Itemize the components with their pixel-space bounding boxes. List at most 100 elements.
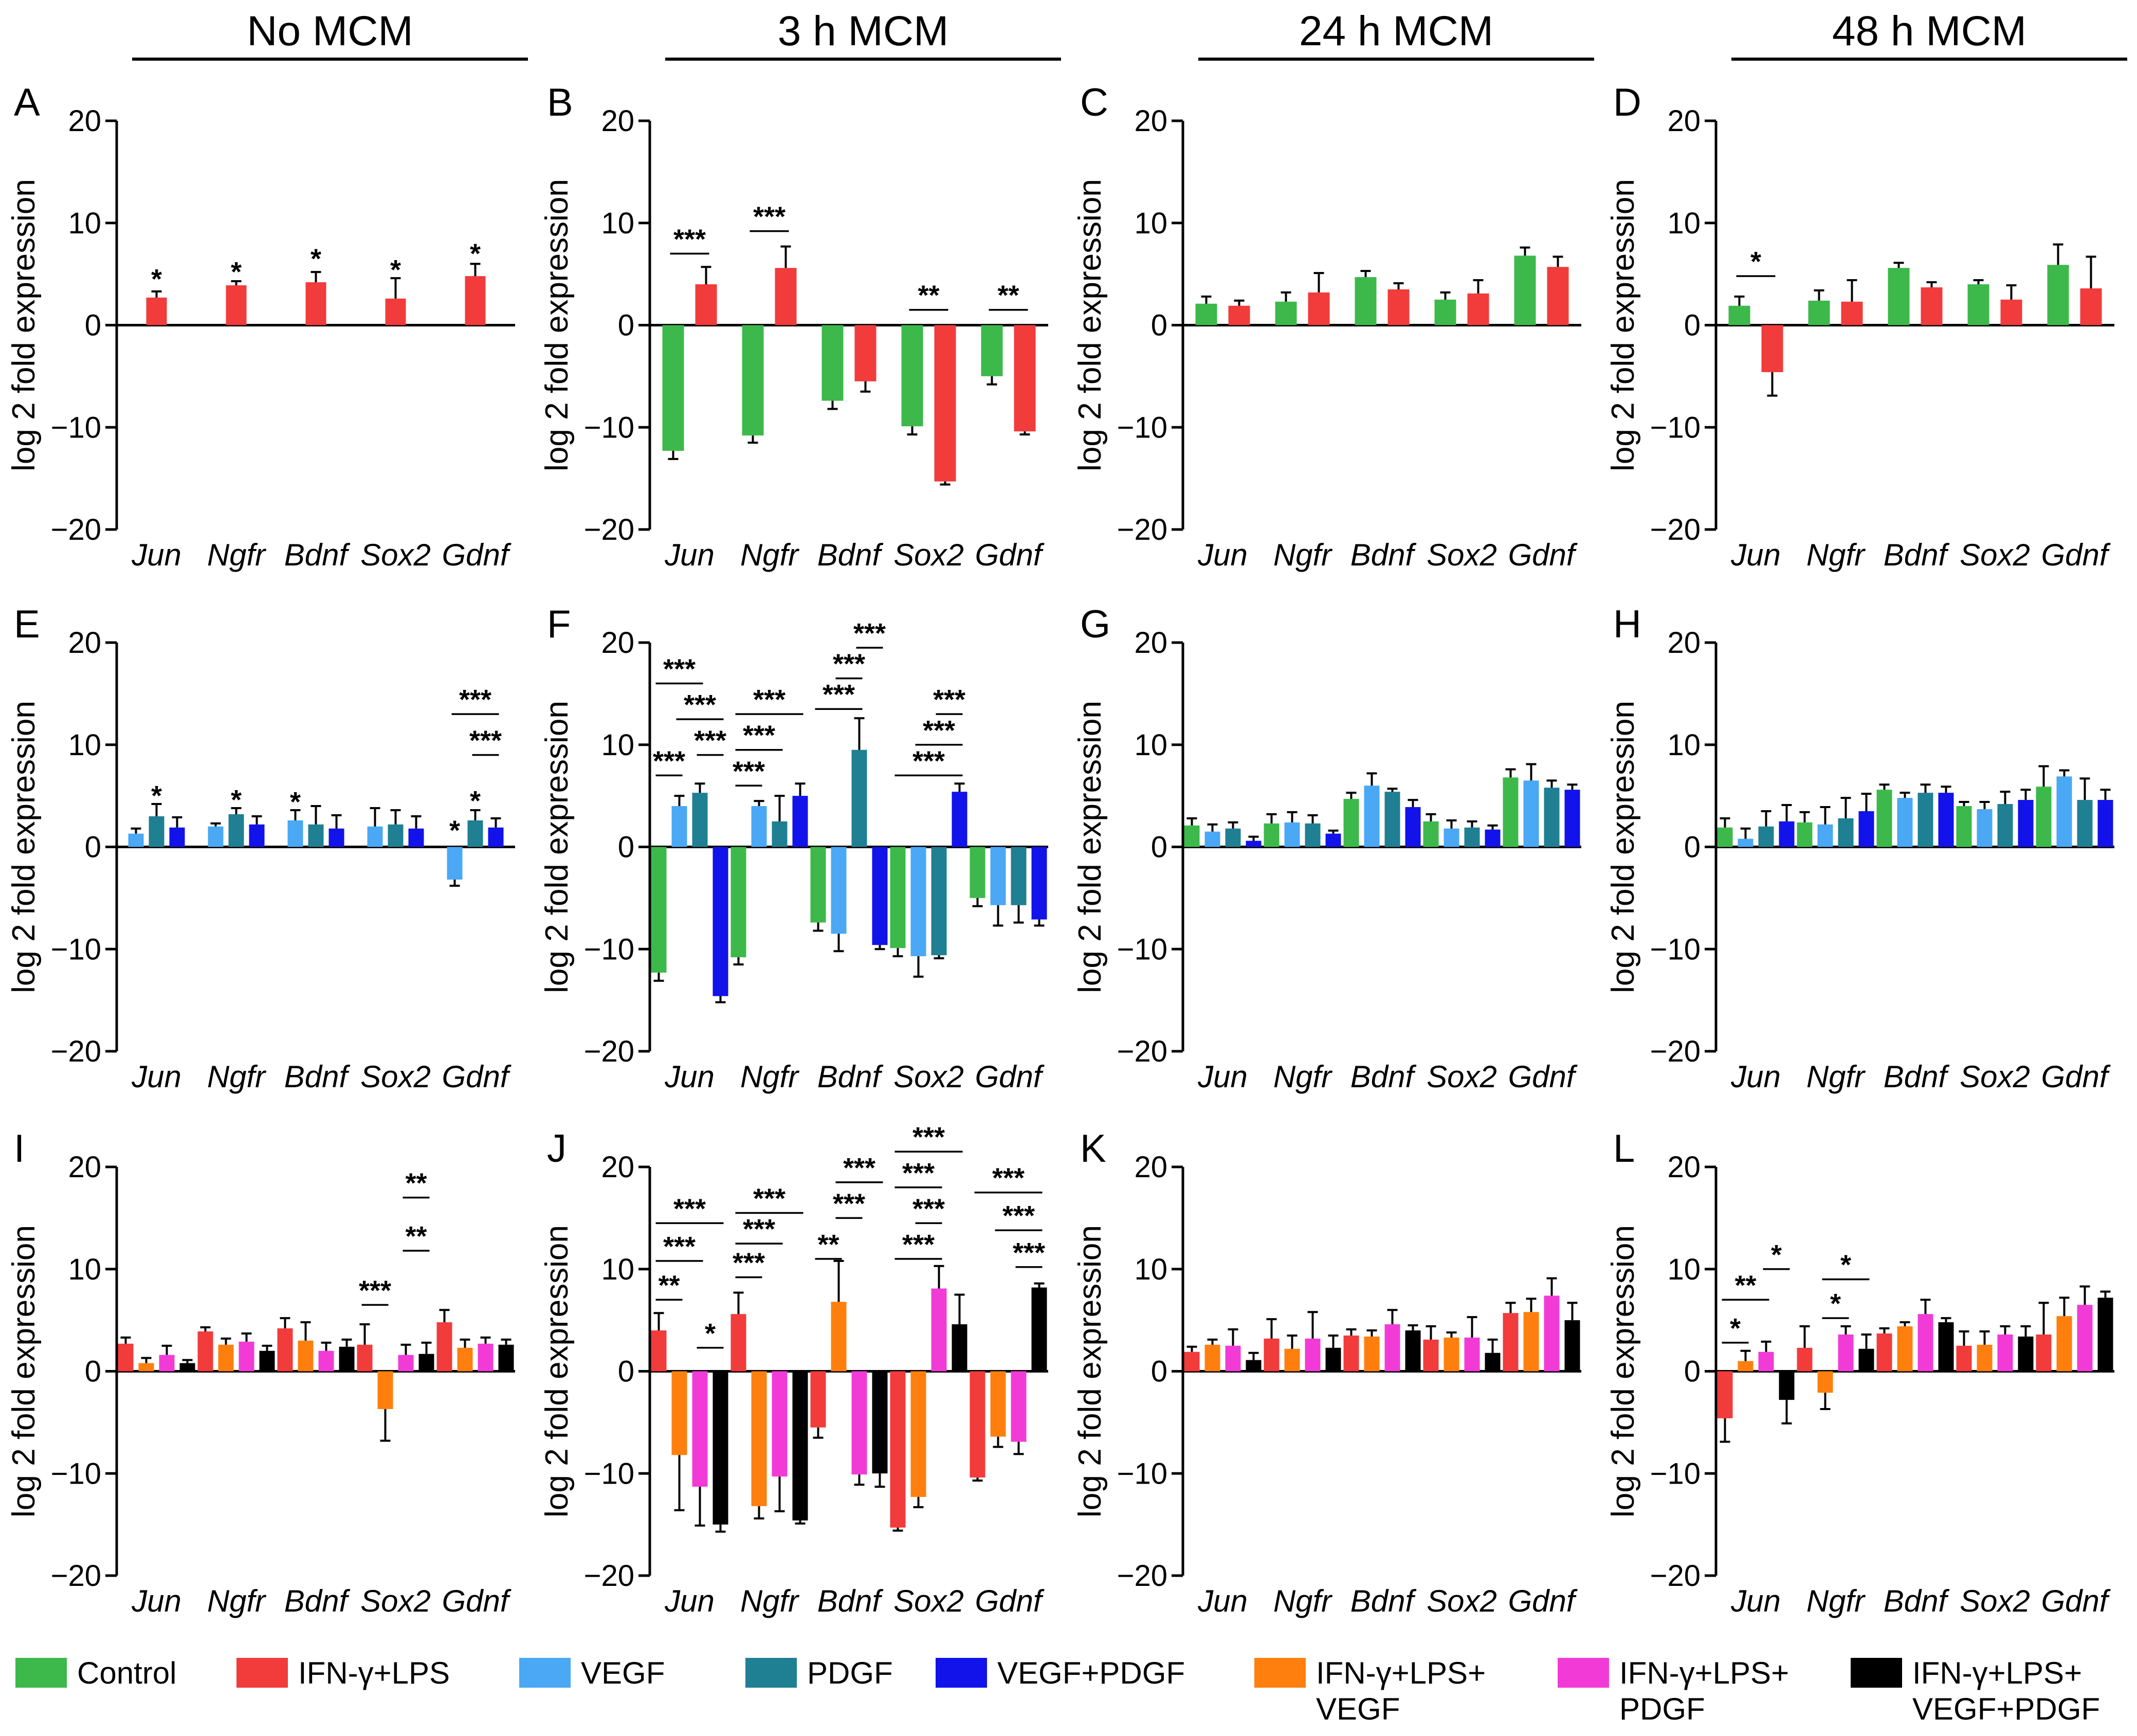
bar-vegf (1284, 822, 1300, 847)
bar-ip (1758, 1351, 1774, 1372)
bar-control (970, 847, 985, 898)
y-tick-label: 20 (68, 1150, 101, 1184)
x-category-label: Gdnf (975, 1059, 1044, 1094)
bar-control (890, 847, 906, 948)
significance-marker: *** (912, 745, 945, 776)
y-tick-label: 20 (601, 626, 634, 660)
y-tick-label: 20 (68, 626, 101, 660)
x-category-label: Sox2 (893, 1059, 964, 1094)
bar-ifn (1423, 1339, 1439, 1372)
legend-label: IFN-γ+LPS (298, 1656, 450, 1690)
y-tick-label: 20 (601, 104, 634, 138)
bar-ifn (854, 325, 876, 381)
x-category-label: Gdnf (442, 538, 511, 572)
significance-marker: * (290, 787, 301, 817)
y-tick-label: 10 (601, 1253, 634, 1286)
bar-iv (990, 1371, 1006, 1437)
bar-ifn (1503, 1313, 1519, 1372)
y-tick-label: 0 (1151, 309, 1167, 342)
bar-vegf (831, 847, 847, 934)
bar-vegf (751, 806, 767, 847)
significance-marker: * (1771, 1239, 1782, 1270)
x-category-label: Sox2 (1960, 538, 2030, 572)
legend-item-vp: VEGF+PDGF (936, 1656, 1185, 1690)
x-category-label: Sox2 (1427, 1584, 1497, 1618)
significance-marker: * (151, 264, 162, 295)
x-category-label: Bdnf (1884, 1059, 1950, 1094)
bar-ip (1997, 1334, 2013, 1372)
bar-control (981, 325, 1003, 376)
significance-marker: *** (853, 618, 886, 649)
y-tick-label: 0 (85, 1355, 101, 1388)
bar-ifn (890, 1371, 906, 1528)
bar-iv (1977, 1344, 1993, 1372)
column-title: 48 h MCM (1832, 8, 2026, 54)
bar-control (1195, 303, 1217, 325)
bar-control (1808, 300, 1830, 325)
y-tick-label: −10 (51, 933, 101, 966)
x-category-label: Jun (664, 1059, 715, 1094)
y-axis-label: log 2 fold expression (539, 1225, 575, 1518)
y-tick-label: −20 (51, 1559, 101, 1593)
bar-iv (1897, 1326, 1913, 1372)
bar-ifn (1184, 1351, 1200, 1372)
y-tick-label: −20 (1117, 1559, 1167, 1593)
significance-marker: *** (733, 756, 765, 787)
significance-marker: * (390, 254, 401, 285)
bar-ip (1544, 1295, 1560, 1372)
bar-ip (1225, 1345, 1241, 1372)
y-axis-label: log 2 fold expression (1072, 1225, 1108, 1518)
panel-letter: C (1080, 81, 1108, 124)
bar-vegf (1523, 780, 1539, 847)
bar-ifn (2000, 299, 2022, 325)
bar-ifn (1308, 292, 1330, 325)
x-category-label: Jun (131, 1059, 181, 1094)
column-title-group: 48 h MCM (1731, 8, 2127, 61)
bar-vegf (1817, 824, 1833, 847)
y-tick-label: 0 (618, 309, 634, 342)
bar-vegf (287, 820, 303, 847)
y-tick-label: 10 (1667, 207, 1701, 240)
bar-iv (1523, 1312, 1539, 1372)
bar-control (651, 847, 667, 973)
bar-ifn (1797, 1347, 1813, 1372)
significance-marker: * (1840, 1250, 1851, 1281)
x-category-label: Ngfr (740, 1059, 799, 1094)
bar-iv (1738, 1361, 1754, 1372)
y-tick-label: 10 (601, 207, 634, 240)
y-axis-label: log 2 fold expression (1072, 701, 1108, 993)
significance-marker: *** (902, 1229, 935, 1260)
significance-marker: *** (733, 1248, 765, 1278)
bar-ifn (305, 282, 326, 325)
significance-marker: ** (405, 1168, 427, 1199)
bar-ivp (713, 1371, 728, 1525)
y-axis-label: log 2 fold expression (6, 1225, 42, 1518)
significance-marker: ** (918, 280, 939, 311)
x-category-label: Ngfr (207, 1584, 266, 1618)
significance-marker: ** (997, 280, 1019, 311)
panel-letter: A (14, 81, 40, 124)
bar-ip (851, 1371, 867, 1475)
bar-iv (1444, 1337, 1459, 1372)
bar-vp (1858, 811, 1874, 847)
bar-ip (2077, 1305, 2093, 1372)
significance-marker: *** (673, 1193, 706, 1224)
bar-vp (1485, 829, 1501, 847)
x-category-label: Sox2 (360, 1584, 431, 1618)
bar-vp (249, 824, 265, 847)
bar-ivp (259, 1350, 275, 1372)
bar-ifn (1228, 305, 1250, 325)
bar-control (1355, 277, 1377, 325)
legend-swatch (1851, 1658, 1902, 1688)
x-category-label: Jun (664, 1584, 715, 1618)
significance-marker: *** (912, 1122, 945, 1153)
bar-ifn (970, 1371, 985, 1478)
significance-marker: *** (359, 1275, 391, 1306)
column-title-group: 3 h MCM (665, 8, 1061, 61)
significance-marker: ** (1734, 1270, 1756, 1301)
y-tick-label: −20 (1650, 1559, 1701, 1593)
y-tick-label: 0 (1151, 1355, 1167, 1388)
significance-marker: ** (817, 1229, 839, 1260)
